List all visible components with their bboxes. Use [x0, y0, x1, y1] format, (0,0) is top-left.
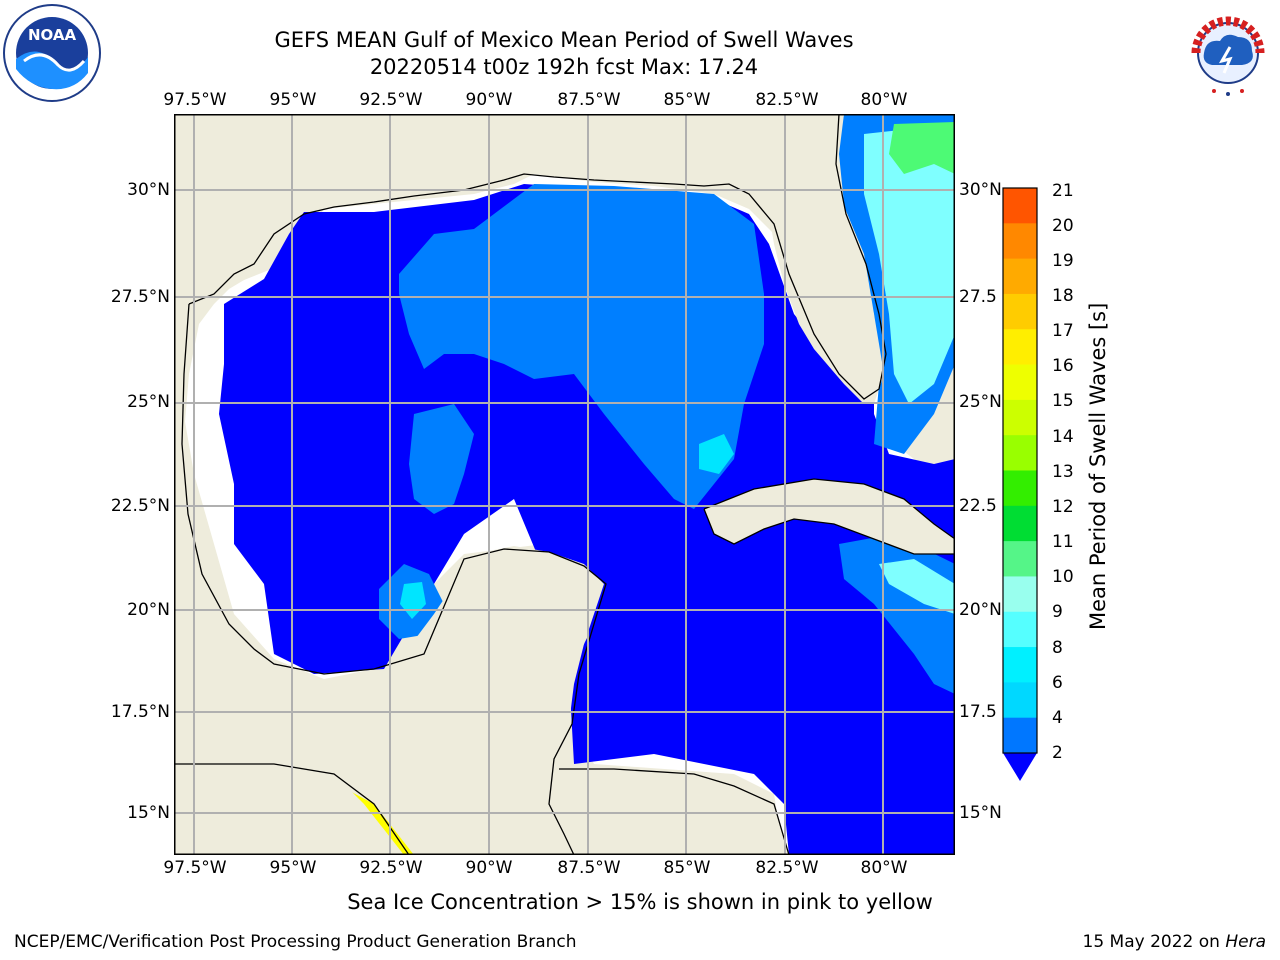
lon-label-top: 80°W: [860, 90, 908, 110]
noaa-logo: NOAA: [2, 3, 102, 103]
colorbar-tick: 16: [1052, 356, 1074, 376]
central-america-land: [554, 764, 789, 855]
colorbar-label: Mean Period of Swell Waves [s]: [1086, 302, 1110, 630]
lon-label-top: 97.5°W: [163, 90, 227, 110]
lon-label-top: 82.5°W: [755, 90, 819, 110]
footer-date-text: 15 May 2022 on: [1082, 932, 1226, 952]
lon-label-bottom: 97.5°W: [163, 858, 227, 878]
lon-label-top: 85°W: [663, 90, 711, 110]
colorbar-tick: 4: [1052, 708, 1063, 728]
lon-label-top: 90°W: [465, 90, 513, 110]
nws-logo: [1178, 3, 1278, 103]
colorbar-segment: [1003, 611, 1037, 648]
florida-land: [734, 114, 884, 404]
lat-label-right: 15°N: [959, 803, 1002, 823]
swell-region-2-4-west: [409, 404, 474, 514]
colorbar-tick: 19: [1052, 251, 1074, 271]
swell-region-atlantic-9-10: [889, 122, 955, 174]
colorbar-tick: 14: [1052, 427, 1074, 447]
colorbar: [1002, 187, 1038, 781]
swell-region-4-6: [699, 434, 734, 474]
colorbar-tick: 15: [1052, 391, 1074, 411]
colorbar-segment: [1003, 682, 1037, 719]
colorbar-tick: 11: [1052, 532, 1074, 552]
colorbar-segment: [1003, 188, 1037, 224]
lat-label-right: 22.5: [959, 496, 997, 516]
noaa-logo-text: NOAA: [28, 26, 77, 44]
coastline-us: [188, 114, 887, 400]
lat-label-right: 17.5: [959, 702, 997, 722]
lat-label-left: 27.5°N: [110, 287, 170, 307]
colorbar-tick: 17: [1052, 321, 1074, 341]
lon-label-top: 95°W: [269, 90, 317, 110]
lat-label-left: 22.5°N: [110, 496, 170, 516]
lat-label-right: 27.5: [959, 287, 997, 307]
sea-ice-note: Sea Ice Concentration > 15% is shown in …: [347, 890, 933, 914]
lat-label-left: 30°N: [127, 180, 170, 200]
colorbar-segment: [1003, 223, 1037, 260]
colorbar-segment: [1003, 717, 1037, 754]
colorbar-segment: [1003, 576, 1037, 613]
colorbar-tick: 12: [1052, 497, 1074, 517]
lat-label-right: 20°N: [959, 600, 1002, 620]
colorbar-tick: 8: [1052, 638, 1063, 658]
chart-title: GEFS MEAN Gulf of Mexico Mean Period of …: [274, 28, 854, 52]
map-frame: [174, 114, 955, 855]
chart-subtitle: 20220514 t00z 192h fcst Max: 17.24: [369, 55, 759, 79]
colorbar-tick: 18: [1052, 286, 1074, 306]
colorbar-segment: [1003, 364, 1037, 401]
colorbar-tick: 13: [1052, 462, 1074, 482]
swell-region-2-4: [399, 184, 764, 509]
colorbar-extend-arrow: [1003, 753, 1037, 781]
lon-label-top: 92.5°W: [359, 90, 423, 110]
lon-label-bottom: 85°W: [663, 858, 711, 878]
footer-credit: NCEP/EMC/Verification Post Processing Pr…: [14, 932, 577, 952]
lat-label-left: 25°N: [127, 392, 170, 412]
colorbar-tick: 10: [1052, 567, 1074, 587]
cuba-land: [704, 479, 955, 554]
colorbar-tick: 9: [1052, 602, 1063, 622]
colorbar-tick: 6: [1052, 673, 1063, 693]
swell-region-caribbean-8-9: [879, 559, 955, 614]
colorbar-frame: [1002, 187, 1038, 754]
lon-label-bottom: 87.5°W: [557, 858, 621, 878]
lat-label-right: 25°N: [959, 392, 1002, 412]
map-panel: [174, 114, 955, 855]
colorbar-tick: 20: [1052, 216, 1074, 236]
footer-date: 15 May 2022 on Hera: [1083, 932, 1267, 952]
lat-label-left: 15°N: [127, 803, 170, 823]
lon-label-top: 87.5°W: [557, 90, 621, 110]
coastline-mexico: [181, 303, 607, 855]
colorbar-segment: [1003, 435, 1037, 471]
footer-host: Hera: [1225, 932, 1266, 952]
lon-label-bottom: 80°W: [860, 858, 908, 878]
colorbar-segment: [1003, 399, 1037, 436]
coastline-cuba: [703, 478, 955, 555]
lat-label-left: 20°N: [127, 600, 170, 620]
lon-label-bottom: 82.5°W: [755, 858, 819, 878]
colorbar-segment: [1003, 541, 1037, 577]
colorbar-tick: 2: [1052, 743, 1063, 763]
colorbar-segment: [1003, 329, 1037, 366]
lat-label-left: 17.5°N: [110, 702, 170, 722]
lon-label-bottom: 95°W: [269, 858, 317, 878]
lat-label-right: 30°N: [959, 180, 1002, 200]
lon-label-bottom: 92.5°W: [359, 858, 423, 878]
colorbar-segment: [1003, 258, 1037, 295]
colorbar-segment: [1003, 470, 1037, 507]
us-gulf-coast-land: [174, 114, 734, 644]
colorbar-segment: [1003, 293, 1037, 330]
colorbar-segment: [1003, 505, 1037, 542]
lon-label-bottom: 90°W: [465, 858, 513, 878]
colorbar-tick: 21: [1052, 181, 1074, 201]
swell-region-atlantic-8-9: [864, 124, 955, 404]
map-gridlines: [174, 114, 955, 855]
colorbar-segment: [1003, 647, 1037, 683]
